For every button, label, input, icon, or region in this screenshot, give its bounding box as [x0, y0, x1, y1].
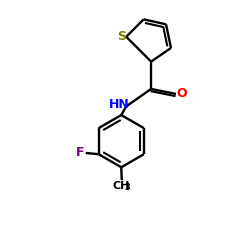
- Text: O: O: [176, 87, 187, 100]
- Text: S: S: [117, 30, 126, 43]
- Text: CH: CH: [112, 181, 130, 191]
- Text: HN: HN: [109, 98, 130, 111]
- Text: F: F: [76, 146, 84, 159]
- Text: 3: 3: [124, 183, 130, 192]
